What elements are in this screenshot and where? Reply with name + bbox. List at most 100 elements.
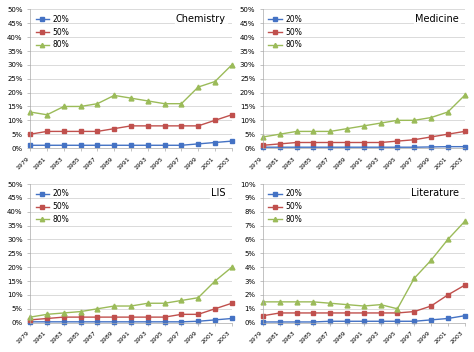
80% <box>378 302 383 307</box>
80% <box>111 304 117 308</box>
80% <box>195 296 201 300</box>
80% <box>195 85 201 89</box>
20% <box>94 320 100 324</box>
80% <box>394 307 400 311</box>
Line: 20%: 20% <box>261 145 467 149</box>
20% <box>27 320 33 324</box>
80% <box>111 93 117 98</box>
80% <box>445 110 451 114</box>
20% <box>260 320 266 324</box>
50% <box>294 311 300 315</box>
50% <box>128 124 134 128</box>
20% <box>394 145 400 149</box>
Line: 20%: 20% <box>28 316 234 324</box>
20% <box>61 320 67 324</box>
50% <box>145 315 151 319</box>
50% <box>229 113 235 117</box>
20% <box>229 139 235 143</box>
20% <box>310 320 316 324</box>
50% <box>277 311 283 315</box>
50% <box>27 318 33 322</box>
20% <box>27 143 33 147</box>
50% <box>411 138 417 142</box>
Line: 20%: 20% <box>28 139 234 147</box>
Line: 20%: 20% <box>261 314 467 324</box>
80% <box>277 132 283 136</box>
20% <box>128 320 134 324</box>
80% <box>260 135 266 139</box>
50% <box>328 140 333 145</box>
50% <box>428 304 434 308</box>
Line: 50%: 50% <box>261 129 467 147</box>
80% <box>179 102 184 106</box>
20% <box>277 145 283 149</box>
20% <box>179 143 184 147</box>
50% <box>229 301 235 306</box>
50% <box>277 142 283 146</box>
80% <box>179 298 184 303</box>
50% <box>294 140 300 145</box>
20% <box>260 145 266 149</box>
80% <box>162 102 167 106</box>
80% <box>78 309 83 314</box>
20% <box>44 320 50 324</box>
80% <box>212 80 218 84</box>
20% <box>411 145 417 149</box>
50% <box>361 311 367 315</box>
20% <box>212 140 218 145</box>
Line: 50%: 50% <box>261 283 467 318</box>
50% <box>44 129 50 133</box>
50% <box>78 315 83 319</box>
80% <box>411 118 417 122</box>
20% <box>195 142 201 146</box>
50% <box>462 283 467 287</box>
80% <box>212 279 218 283</box>
50% <box>61 315 67 319</box>
80% <box>344 126 350 131</box>
50% <box>462 129 467 133</box>
80% <box>229 265 235 269</box>
80% <box>445 237 451 241</box>
50% <box>378 140 383 145</box>
20% <box>61 143 67 147</box>
20% <box>378 319 383 323</box>
80% <box>294 300 300 304</box>
20% <box>78 320 83 324</box>
80% <box>294 129 300 133</box>
80% <box>411 276 417 281</box>
20% <box>428 145 434 149</box>
20% <box>462 314 467 318</box>
Legend: 20%, 50%, 80%: 20%, 50%, 80% <box>34 188 71 226</box>
20% <box>411 319 417 323</box>
50% <box>212 118 218 122</box>
50% <box>378 311 383 315</box>
20% <box>428 318 434 322</box>
Text: Chemistry: Chemistry <box>176 14 226 24</box>
20% <box>394 319 400 323</box>
80% <box>428 258 434 262</box>
20% <box>162 143 167 147</box>
80% <box>94 307 100 311</box>
50% <box>445 132 451 136</box>
80% <box>27 110 33 114</box>
50% <box>128 315 134 319</box>
20% <box>229 316 235 321</box>
80% <box>128 304 134 308</box>
50% <box>179 312 184 316</box>
50% <box>344 140 350 145</box>
Legend: 20%, 50%, 80%: 20%, 50%, 80% <box>34 13 71 51</box>
80% <box>128 96 134 100</box>
50% <box>44 316 50 321</box>
80% <box>277 300 283 304</box>
80% <box>61 104 67 108</box>
20% <box>378 145 383 149</box>
20% <box>145 320 151 324</box>
50% <box>111 315 117 319</box>
80% <box>462 219 467 224</box>
20% <box>462 145 467 149</box>
80% <box>229 63 235 67</box>
20% <box>128 143 134 147</box>
80% <box>378 121 383 125</box>
50% <box>260 143 266 147</box>
50% <box>162 124 167 128</box>
